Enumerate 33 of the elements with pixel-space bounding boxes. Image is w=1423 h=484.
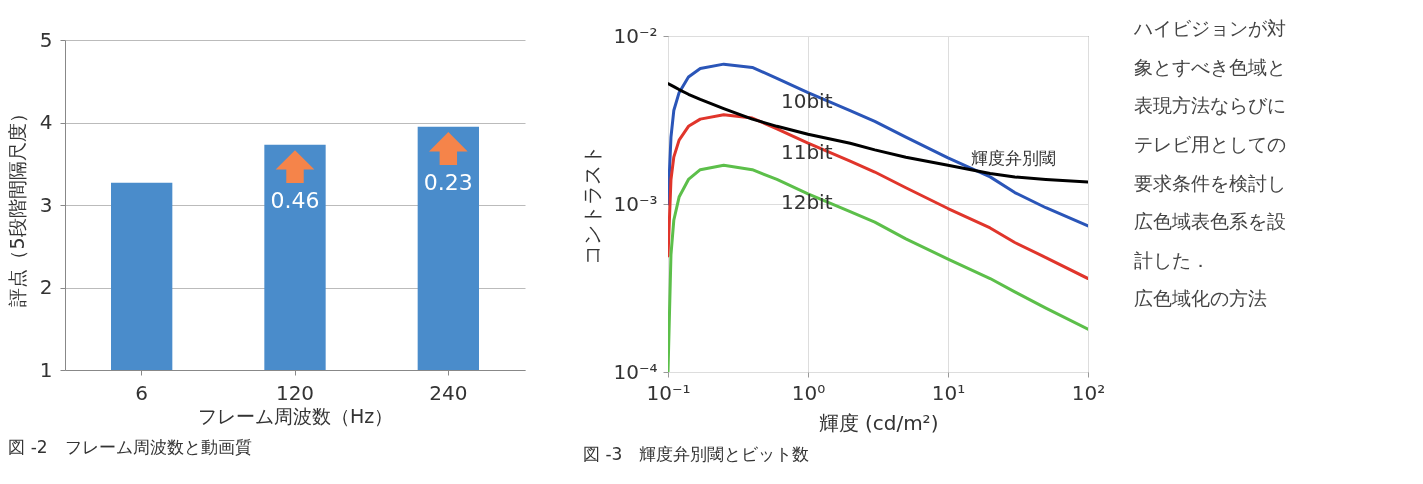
series-label: 10bit: [780, 89, 833, 114]
text: 図 -3 輝度弁別閾とビット数: [582, 444, 810, 464]
y-axis-title: コントラスト: [580, 144, 605, 265]
y-tick-label: 2: [39, 275, 53, 299]
annotation: 0.46: [270, 187, 320, 213]
text: 表現方法ならびに: [1134, 94, 1286, 117]
y-tick-label: 10⁻²: [613, 23, 658, 48]
series-label: 11bit: [780, 139, 833, 164]
y-tick-label: 4: [39, 110, 53, 134]
x-tick-label: 6: [135, 380, 149, 405]
y-axis-title: 評点（5段階間隔尺度）: [5, 104, 28, 307]
annotation: 0.23: [423, 169, 473, 195]
text: 要求条件を検討し: [1134, 171, 1286, 194]
text: ハイビジョンが対: [1133, 17, 1286, 40]
x-tick-label: 240: [429, 380, 468, 405]
series-label: 輝度弁別閾: [970, 148, 1056, 169]
x-tick-label: 10²: [1071, 380, 1106, 405]
text: 広色域化の方法: [1134, 287, 1267, 310]
y-tick-label: 1: [39, 357, 53, 382]
text: 広色域表色系を設: [1134, 210, 1286, 233]
text: テレビ用としての: [1134, 133, 1286, 156]
x-tick-label: 120: [275, 380, 315, 405]
text: 図 -2 フレーム周波数と動画質: [8, 437, 252, 457]
text: 計した．: [1134, 248, 1210, 271]
x-tick-label: 10⁰: [791, 380, 826, 405]
y-tick-label: 10⁻³: [613, 191, 658, 216]
x-axis-title: 輝度 (cd/m²): [818, 410, 939, 435]
text: 象とすべき色域と: [1134, 55, 1286, 78]
x-axis-title: フレーム周波数（Hz）: [197, 404, 394, 427]
y-tick-label: 5: [39, 27, 53, 52]
series-label: 12bit: [780, 190, 833, 215]
x-tick-label: 10¹: [931, 380, 966, 405]
y-tick-label: 3: [39, 192, 53, 217]
